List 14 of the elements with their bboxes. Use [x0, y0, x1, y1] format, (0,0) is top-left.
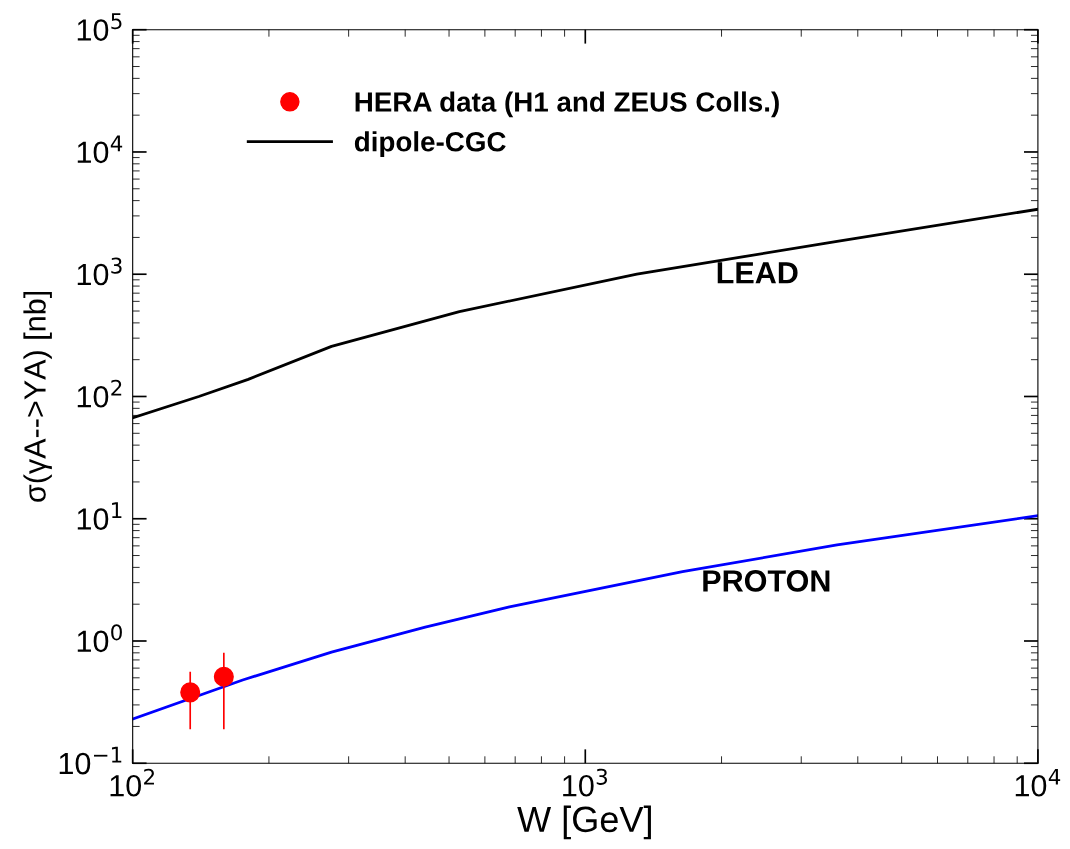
x-axis-title: W [GeV]: [517, 805, 651, 840]
annotation: LEAD: [717, 262, 798, 284]
y-tick-label: 10$^{0}$: [77, 624, 122, 653]
legend-label: HERA data (H1 and ZEUS Colls.): [355, 91, 779, 118]
y-tick-label: 10$^{5}$: [77, 13, 122, 41]
y-axis-title: σ(γA-->ΥA) [nb]: [23, 292, 52, 502]
y-tick-label: 10$^{3}$: [77, 257, 122, 286]
x-tick-label: 10$^{4}$: [1015, 769, 1061, 797]
x-tick-label: 10$^{3}$: [563, 768, 608, 797]
legend-label: dipole-CGC: [354, 131, 506, 158]
y-tick-label: 10$^{4}$: [77, 135, 123, 164]
y-tick-label: 10$^{1}$: [77, 502, 122, 530]
y-tick-label: 10$^{2}$: [77, 379, 122, 408]
annotation: PROTON: [703, 570, 830, 592]
